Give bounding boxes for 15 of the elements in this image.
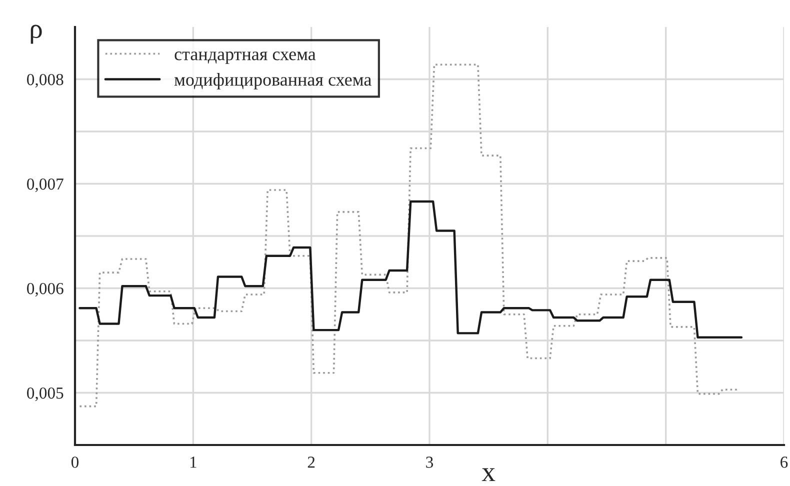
legend-label: стандартная схема [174, 52, 316, 64]
x-tick-label: 0 [71, 456, 79, 468]
y-tick-label: 0,008 [27, 74, 64, 88]
legend-label: модифицированная схема [174, 73, 372, 90]
y-tick-label: 0,005 [27, 387, 64, 402]
x-tick-label: 2 [308, 456, 315, 468]
x-tick-label: 3 [426, 456, 434, 468]
x-axis-title: x [482, 468, 496, 481]
x-tick-label: 6 [780, 456, 788, 468]
y-tick-label: 0,007 [27, 178, 64, 192]
y-tick-label: 0,006 [27, 282, 64, 297]
line-series [78, 200, 743, 338]
x-tick-label: 1 [190, 456, 196, 468]
line-series [78, 64, 739, 408]
y-axis-title: ρ [30, 24, 42, 44]
